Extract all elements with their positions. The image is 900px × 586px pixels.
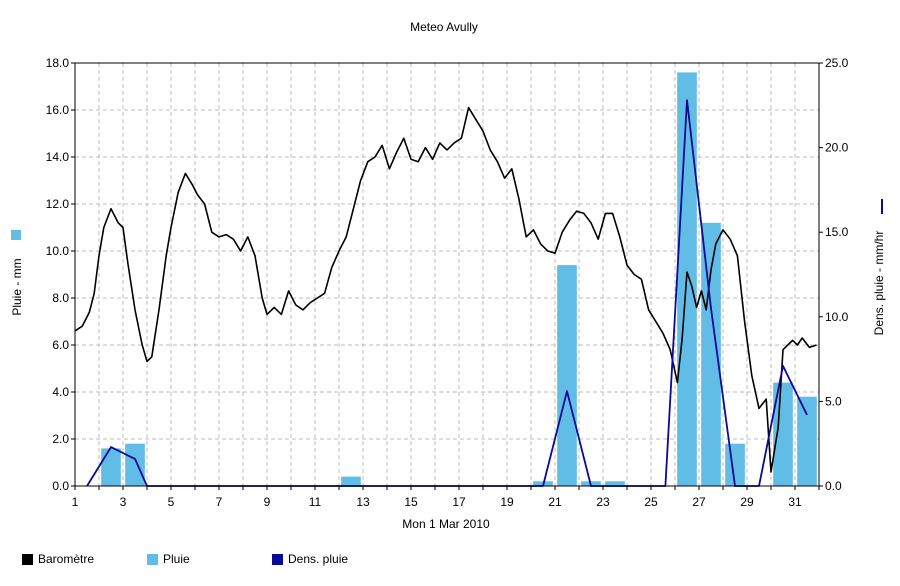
y-right-tick-label: 5.0 (825, 394, 842, 408)
pluie-bar (797, 396, 817, 486)
y-right-tick-label: 25.0 (825, 56, 849, 70)
legend-item-dens: Dens. pluie (272, 552, 412, 566)
y-left-tick-label: 2.0 (52, 432, 69, 446)
y-left-tick-label: 6.0 (52, 338, 69, 352)
y-right-tick-label: 0.0 (825, 479, 842, 493)
x-axis-label: Mon 1 Mar 2010 (402, 517, 490, 531)
plot-border (74, 62, 820, 487)
x-tick-label: 27 (692, 495, 706, 509)
pluie-bar (101, 448, 121, 486)
x-tick-label: 7 (216, 495, 223, 509)
tick-labels: 1 3 5 7 9 11 13 15 17 19 21 23 25 27 29 310.02.04.06.08… (46, 56, 849, 509)
y-left-tick-label: 12.0 (46, 197, 70, 211)
x-tick-label: 31 (788, 495, 802, 509)
pluie-bar (125, 443, 145, 486)
y-left-tick-label: 10.0 (46, 244, 70, 258)
pluie-bar (341, 476, 361, 486)
legend: Baromètre Pluie Dens. pluie (22, 549, 412, 569)
legend-item-pluie: Pluie (147, 552, 272, 566)
y-left-tick-label: 8.0 (52, 291, 69, 305)
x-tick-label: 11 (309, 495, 322, 509)
legend-item-barometre: Baromètre (22, 552, 147, 566)
x-tick-label: 17 (452, 495, 466, 509)
x-tick-label: 13 (356, 495, 370, 509)
y-right-tick-label: 15.0 (825, 225, 849, 239)
pluie-bar (701, 222, 721, 487)
pluie-bar (557, 265, 577, 486)
y-left-tick-label: 4.0 (52, 385, 69, 399)
plot-frame (71, 62, 823, 490)
y-left-label: Pluie - mm (10, 258, 24, 315)
y-right-tick-label: 10.0 (825, 310, 849, 324)
barometre-line (74, 106, 817, 473)
legend-label-barometre: Baromètre (38, 552, 95, 566)
pluie-bar (605, 481, 625, 486)
y-left-tick-label: 18.0 (46, 56, 70, 70)
x-tick-label: 1 (72, 495, 79, 509)
x-tick-label: 9 (264, 495, 271, 509)
legend-swatch-dens (272, 553, 283, 565)
y-left-tick-label: 14.0 (46, 150, 70, 164)
x-tick-label: 5 (168, 495, 175, 509)
y-left-tick-label: 0.0 (52, 479, 69, 493)
y-left-tick-label: 16.0 (46, 103, 70, 117)
x-tick-label: 21 (548, 495, 562, 509)
y-right-label: Dens. pluie - mm/hr (872, 231, 886, 336)
y-left-label-swatch (11, 230, 21, 240)
x-tick-label: 19 (500, 495, 514, 509)
y-right-tick-label: 20.0 (825, 141, 849, 155)
legend-label-pluie: Pluie (163, 552, 190, 566)
x-tick-label: 23 (596, 495, 610, 509)
x-tick-label: 29 (740, 495, 754, 509)
x-tick-label: 25 (644, 495, 658, 509)
pluie-bar (773, 382, 793, 486)
x-tick-label: 3 (120, 495, 127, 509)
legend-swatch-pluie (147, 553, 158, 565)
legend-swatch-barometre (22, 553, 33, 565)
chart-title: Meteo Avully (410, 20, 478, 34)
x-tick-label: 15 (404, 495, 418, 509)
legend-label-dens: Dens. pluie (288, 552, 349, 566)
